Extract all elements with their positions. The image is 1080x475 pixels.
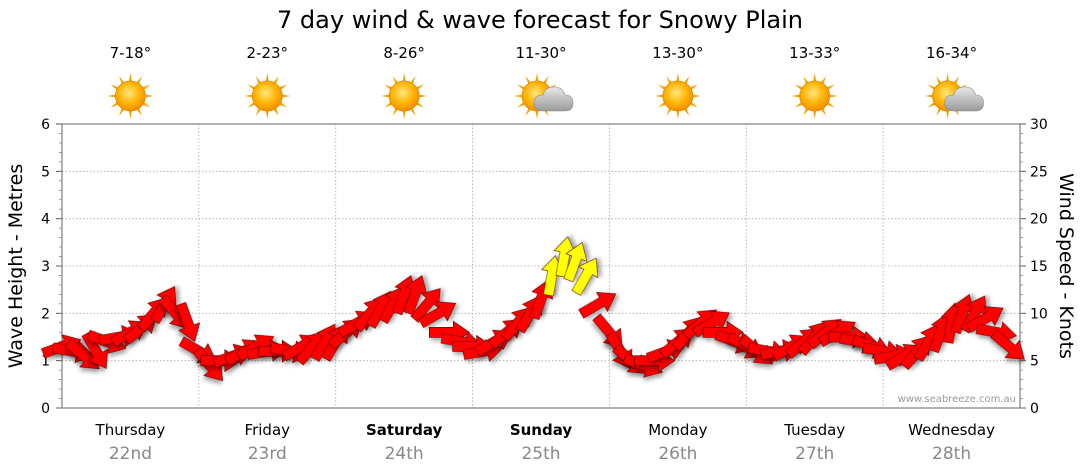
sun-ray (813, 109, 817, 119)
left-tick-label: 5 (41, 164, 50, 180)
sun-ray (418, 94, 428, 98)
sun-ray (813, 73, 817, 83)
sun-ray (535, 73, 539, 83)
right-tick-label: 10 (1030, 306, 1048, 322)
right-axis-title: Wind Speed - Knots (1055, 173, 1077, 359)
day-date-label: 23rd (248, 444, 287, 464)
cloud-shape (944, 86, 984, 112)
day-labels: Thursday 22nd Friday 23rd Saturday 24th Sunday… (95, 421, 996, 464)
sun-disc (662, 80, 694, 112)
daily-weather-row: 7-18° 2-23° 8-26° 11-30° 13-30° 13-33° 16-34° (107, 44, 984, 119)
right-tick-label: 0 (1030, 401, 1039, 417)
wind-arrow (403, 275, 428, 316)
sun-cloud-icon (924, 73, 984, 119)
right-tick-label: 30 (1030, 117, 1048, 133)
day-date-label: 28th (932, 444, 971, 464)
wind-arrow (691, 310, 730, 338)
left-tick-label: 0 (41, 401, 50, 417)
wind-arrow (81, 330, 109, 369)
wind-arrow (563, 242, 588, 283)
sun-ray (535, 109, 539, 119)
cloud-shape (533, 86, 574, 112)
wind-arrow (571, 257, 599, 296)
day-temp: 16-34° (926, 44, 977, 62)
sun-ray (514, 94, 524, 98)
sun-disc (799, 80, 831, 112)
day-temp: 13-30° (652, 44, 703, 62)
day-temp: 2-23° (247, 44, 289, 62)
sun-ray (244, 94, 254, 98)
right-tick-label: 20 (1030, 212, 1048, 228)
sun-icon (654, 73, 701, 119)
left-axis-title: Wave Height - Metres (5, 164, 27, 368)
right-tick-label: 25 (1030, 164, 1048, 180)
day-temp: 13-33° (789, 44, 840, 62)
sun-ray (128, 73, 133, 83)
sun-ray (107, 94, 117, 98)
watermark: www.seabreeze.com.au (898, 394, 1016, 405)
day-name-label: Wednesday (908, 421, 995, 439)
sun-ray (281, 94, 291, 98)
sun-ray (691, 94, 701, 98)
chart-title: 7 day wind & wave forecast for Snowy Pla… (277, 6, 803, 34)
sun-icon (381, 73, 428, 119)
day-temp: 11-30° (515, 44, 566, 62)
sun-ray (128, 109, 133, 119)
wind-arrow (578, 292, 617, 319)
left-tick-label: 6 (41, 117, 50, 133)
sun-ray (265, 73, 269, 83)
left-tick-label: 1 (41, 354, 50, 370)
day-name-label: Thursday (95, 421, 166, 439)
day-date-label: 24th (385, 444, 424, 464)
chart-grid (62, 124, 1020, 408)
wind-arrow (965, 306, 1004, 333)
day-temp: 7-18° (110, 44, 152, 62)
sun-ray (945, 109, 950, 119)
wind-arrow (175, 301, 201, 343)
sun-ray (676, 109, 680, 119)
day-name-label: Tuesday (783, 421, 845, 439)
sun-ray (381, 94, 391, 98)
sun-disc (251, 80, 283, 112)
right-tick-label: 15 (1030, 259, 1048, 275)
sun-ray (924, 94, 934, 98)
sun-disc (115, 80, 146, 112)
sun-ray (402, 109, 406, 119)
left-tick-label: 4 (41, 212, 50, 228)
wind-arrows (41, 236, 1025, 382)
sun-ray (402, 73, 406, 83)
sun-disc (388, 80, 420, 112)
wind-arrow (418, 301, 457, 329)
day-name-label: Sunday (510, 421, 573, 439)
wind-arrow (236, 334, 275, 362)
sun-ray (791, 94, 801, 98)
sun-ray (144, 94, 154, 98)
sun-icon (244, 73, 291, 119)
day-name-label: Friday (245, 421, 291, 439)
sun-ray (676, 73, 680, 83)
day-date-label: 26th (658, 444, 697, 464)
left-tick-label: 2 (41, 306, 50, 322)
sun-ray (945, 73, 950, 83)
sun-ray (654, 94, 664, 98)
sun-icon (107, 73, 154, 119)
wind-arrow (990, 329, 1025, 360)
right-tick-label: 5 (1030, 354, 1039, 370)
left-axis: 0 1 2 3 4 5 6 (41, 117, 62, 417)
day-date-label: 27th (795, 444, 834, 464)
day-temp: 8-26° (383, 44, 425, 62)
day-date-label: 25th (521, 444, 560, 464)
day-name-label: Saturday (366, 421, 443, 439)
day-name-label: Monday (648, 421, 707, 439)
left-tick-label: 3 (41, 259, 50, 275)
right-axis: 0 5 10 15 20 25 30 (1020, 117, 1048, 417)
day-date-label: 22nd (109, 444, 152, 464)
sun-ray (828, 94, 838, 98)
sun-cloud-icon (514, 73, 574, 119)
sun-icon (791, 73, 838, 119)
sun-ray (265, 109, 269, 119)
